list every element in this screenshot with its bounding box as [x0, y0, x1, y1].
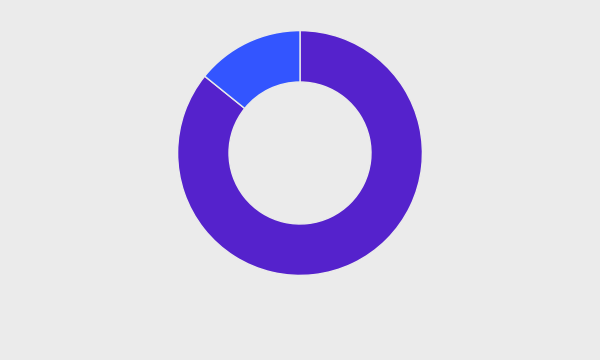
Wedge shape — [178, 31, 422, 275]
Wedge shape — [205, 31, 300, 108]
